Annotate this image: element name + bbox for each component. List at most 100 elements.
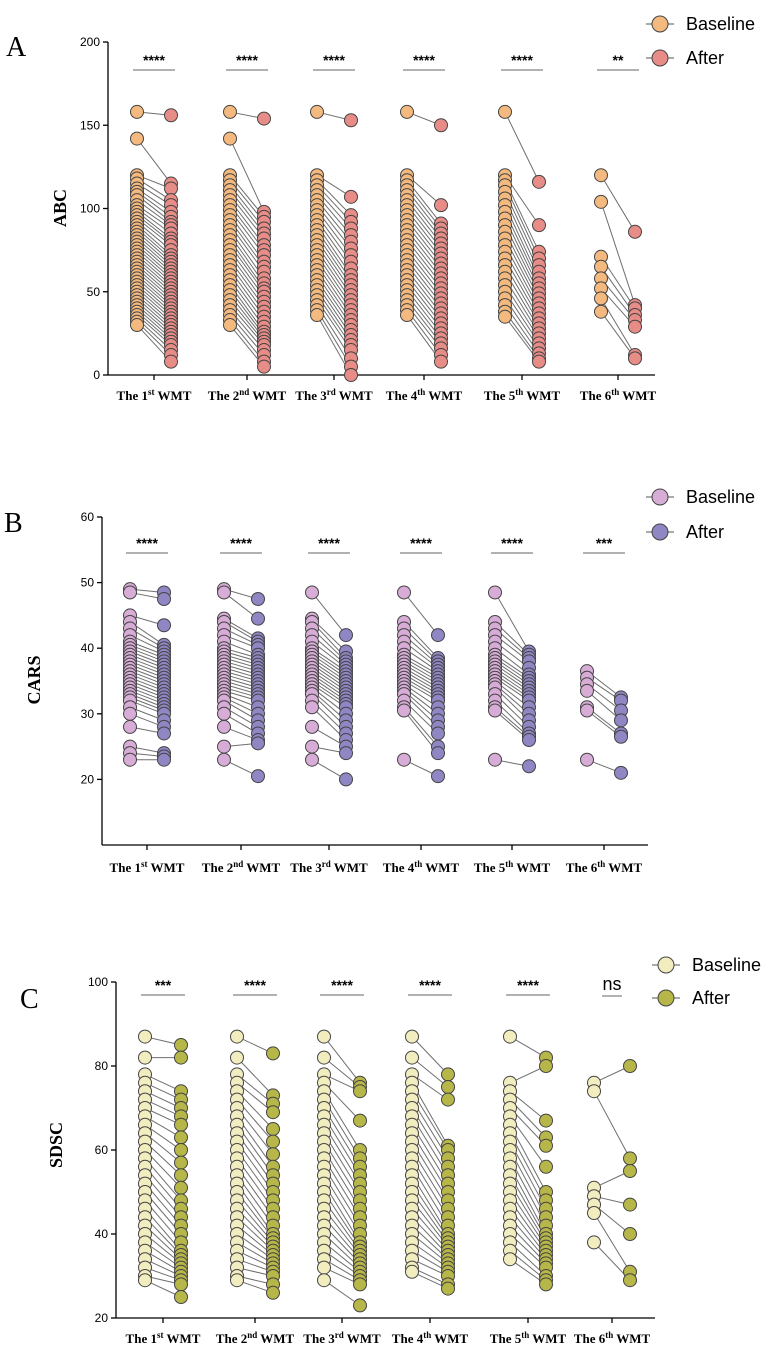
baseline-point	[594, 168, 608, 183]
pair-group	[400, 104, 448, 369]
after-point	[174, 1277, 188, 1292]
y-tick-label: 60	[81, 510, 95, 524]
baseline-point	[498, 309, 512, 324]
after-point	[174, 1038, 188, 1052]
panel-letter: C	[20, 984, 39, 1015]
after-point	[623, 1273, 637, 1288]
baseline-point	[317, 1260, 331, 1275]
baseline-point	[594, 291, 608, 306]
baseline-point	[305, 585, 319, 600]
after-point	[266, 1046, 280, 1061]
x-tick-label: The 6th WMT	[566, 859, 643, 875]
pair-group	[305, 585, 353, 787]
pair-group	[405, 1029, 455, 1296]
after-point	[353, 1084, 367, 1099]
pair-group	[498, 104, 546, 369]
after-point	[623, 1227, 637, 1241]
after-point	[434, 118, 448, 133]
after-point	[434, 354, 448, 369]
after-point	[539, 1277, 553, 1292]
x-tick-label: The 6th WMT	[580, 387, 657, 403]
baseline-point	[594, 259, 608, 274]
y-tick-label: 60	[95, 1143, 109, 1157]
pair-line	[403, 592, 439, 636]
after-point	[174, 1290, 188, 1304]
baseline-point	[488, 752, 502, 767]
significance-label: ****	[419, 977, 441, 993]
after-point	[539, 1113, 553, 1128]
after-point	[441, 1092, 455, 1107]
after-point	[164, 108, 178, 123]
panel-letter: A	[6, 32, 27, 63]
after-point	[539, 1138, 553, 1153]
after-point	[174, 1130, 188, 1145]
pair-line	[229, 138, 265, 213]
baseline-point	[397, 752, 411, 767]
significance-label: ****	[143, 52, 165, 68]
pair-group	[503, 1029, 553, 1292]
pair-group	[594, 168, 642, 366]
pair-line	[494, 592, 530, 652]
y-tick-label: 100	[80, 202, 100, 216]
pair-line	[136, 138, 172, 184]
pair-line	[600, 311, 636, 359]
after-point	[174, 1180, 188, 1195]
significance-label: ****	[331, 977, 353, 993]
pair-line	[144, 1124, 182, 1151]
baseline-point	[580, 703, 594, 718]
pair-group	[223, 104, 271, 374]
pair-group	[580, 664, 628, 780]
significance-label: ns	[602, 974, 621, 994]
pair-line	[323, 1036, 361, 1084]
significance-label: ****	[410, 535, 432, 551]
panel-A: A ABC 0 50 100 150 200 The 1st WMT **** The 2nd W…	[6, 14, 755, 403]
panel-letter: B	[4, 508, 23, 539]
baseline-point	[317, 1029, 331, 1044]
pair-group	[138, 1029, 188, 1304]
significance-label: ****	[136, 535, 158, 551]
y-tick-label: 30	[81, 707, 95, 721]
legend-item: After	[646, 48, 724, 68]
baseline-point	[397, 585, 411, 600]
baseline-point	[305, 752, 319, 767]
after-point	[174, 1117, 188, 1132]
pair-line	[323, 1279, 361, 1306]
significance-label: ****	[517, 977, 539, 993]
legend-marker	[651, 15, 669, 33]
y-tick-label: 150	[80, 118, 100, 132]
after-point	[353, 1277, 367, 1292]
pair-line	[236, 1057, 274, 1096]
y-tick-label: 40	[95, 1227, 109, 1241]
y-axis-label: SDSC	[46, 1122, 66, 1168]
y-tick-label: 50	[87, 285, 101, 299]
legend-marker	[651, 49, 669, 67]
after-point	[251, 592, 265, 606]
x-tick-label: The 4th WMT	[392, 1330, 469, 1346]
pair-line	[504, 111, 540, 183]
y-tick-label: 100	[88, 975, 108, 989]
y-axis-label: CARS	[24, 655, 44, 704]
after-point	[257, 111, 271, 126]
x-tick-label: The 6th WMT	[574, 1330, 651, 1346]
significance-label: ****	[230, 535, 252, 551]
significance-label: ****	[501, 535, 523, 551]
baseline-point	[217, 585, 231, 600]
significance-label: ****	[323, 52, 345, 68]
after-point	[266, 1147, 280, 1162]
significance-label: ****	[413, 52, 435, 68]
y-tick-label: 20	[81, 772, 95, 786]
legend-item: After	[646, 522, 724, 542]
after-point	[623, 1164, 637, 1178]
legend-marker	[651, 523, 669, 541]
panel-C: C SDSC 20 40 60 80 100 The 1st WMT *** The 2nd WM…	[20, 955, 761, 1346]
pair-line	[223, 592, 259, 620]
x-tick-label: The 2nd WMT	[208, 387, 287, 403]
after-point	[539, 1059, 553, 1073]
after-point	[157, 752, 171, 767]
legend-label: Baseline	[686, 487, 755, 507]
baseline-point	[400, 104, 414, 119]
after-point	[339, 746, 353, 761]
significance-label: ****	[318, 535, 340, 551]
baseline-point	[138, 1050, 152, 1065]
